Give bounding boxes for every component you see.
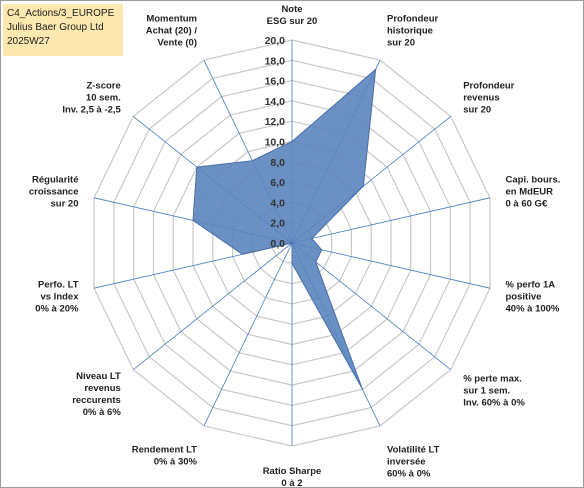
- tick-label: 6,0: [270, 177, 285, 189]
- axis-label-line: Rendement LT: [132, 444, 197, 455]
- tick-label: 0,0: [270, 238, 285, 250]
- axis-label-line: Capi. bours.: [506, 175, 561, 186]
- axis-spoke: [291, 197, 490, 244]
- axis-label-line: Ratio Sharpe: [263, 466, 322, 477]
- axis-label: Volatilité LT inversée 60% à 0%: [387, 444, 440, 479]
- tick-label: 2,0: [270, 218, 285, 230]
- axis-label: Momentum Achat (20) / Vente (0): [146, 14, 198, 49]
- axis-label-line: Volatilité LT: [387, 444, 440, 455]
- header-line-2: Julius Baer Group Ltd: [7, 22, 104, 33]
- tick-label: 4,0: [270, 197, 285, 209]
- axis-label: Note ESG sur 20: [267, 4, 318, 27]
- axis-label-line: croissance: [29, 187, 79, 198]
- axis-label: Profondeur revenus sur 20: [463, 80, 514, 115]
- axis-label: Régularité croissance sur 20: [29, 175, 79, 210]
- axis-label-line: 10 sem.: [86, 92, 121, 103]
- axis-label-line: Profondeur: [387, 14, 438, 25]
- axis-label-line: sur 20: [51, 199, 79, 210]
- tick-label: 14,0: [265, 96, 286, 108]
- series-area: [192, 67, 377, 390]
- tick-label: 10,0: [265, 137, 286, 149]
- axis-label-line: sur 20: [463, 104, 491, 115]
- axis-label-line: Inv. 60% à 0%: [463, 398, 525, 409]
- axis-label-line: sur 1 sem.: [463, 386, 510, 397]
- axis-label-line: Régularité: [32, 175, 78, 186]
- chart-header: C4_Actions/3_EUROPE Julius Baer Group Lt…: [3, 4, 123, 56]
- axis-label-line: Note: [281, 4, 302, 15]
- axis-label: Ratio Sharpe 0 à 2: [263, 466, 322, 488]
- axis-label-line: Inv. 2,5 à -2,5: [62, 104, 121, 115]
- axis-label: % perte max. sur 1 sem. Inv. 60% à 0%: [463, 374, 525, 409]
- axis-label: Rendement LT 0% à 30%: [132, 444, 198, 467]
- axis-label-line: Achat (20) /: [146, 26, 198, 37]
- axis-label-line: 0% à 30%: [154, 456, 198, 467]
- axis-spoke: [133, 242, 293, 370]
- axis-spoke: [291, 242, 490, 289]
- tick-label: 18,0: [265, 55, 286, 67]
- axis-label-line: 40% à 100%: [506, 303, 560, 314]
- axis-label-line: inversée: [387, 456, 426, 467]
- axis-label-line: Profondeur: [463, 80, 514, 91]
- tick-label: 16,0: [265, 76, 286, 88]
- axis-label-line: 0 à 60 G€: [506, 199, 548, 210]
- axis-label-line: Perfo. LT: [38, 279, 79, 290]
- axis-label-line: reccurents: [72, 395, 121, 406]
- axis-label-line: 0% à 6%: [83, 407, 122, 418]
- axis-label: Z-score 10 sem. Inv. 2,5 à -2,5: [62, 80, 121, 115]
- axis-label-line: ESG sur 20: [267, 16, 318, 27]
- header-line-3: 2025W27: [7, 36, 50, 47]
- header-line-1: C4_Actions/3_EUROPE: [7, 8, 115, 19]
- axis-label-line: Niveau LT: [76, 371, 121, 382]
- axis-label-line: sur 20: [387, 38, 415, 49]
- axis-label-layer: Note ESG sur 20 Profondeur historique sur 20…: [29, 4, 561, 488]
- axis-label-line: 60% à 0%: [387, 468, 431, 479]
- tick-label: 20,0: [265, 35, 286, 47]
- series-layer: [192, 67, 377, 390]
- axis-label-line: vs Index: [40, 291, 79, 302]
- axis-label-line: 0 à 2: [281, 478, 302, 488]
- axis-label-line: revenus: [463, 92, 499, 103]
- axis-label: Perfo. LT vs Index 0% à 20%: [35, 279, 79, 314]
- axis-spoke: [203, 242, 293, 427]
- axis-label-line: Momentum: [146, 14, 197, 25]
- axis-label-line: Z-score: [86, 80, 120, 91]
- axis-label-line: en MdEUR: [506, 187, 554, 198]
- axis-label: % perfo 1A positive 40% à 100%: [506, 279, 560, 314]
- axis-label-line: % perfo 1A: [506, 279, 556, 290]
- axis-label: Profondeur historique sur 20: [387, 14, 438, 49]
- axis-label: Capi. bours. en MdEUR 0 à 60 G€: [506, 175, 561, 210]
- tick-label: 8,0: [270, 157, 285, 169]
- axis-label-line: Vente (0): [157, 38, 197, 49]
- axis-label-line: 0% à 20%: [35, 303, 79, 314]
- tick-label: 12,0: [265, 116, 286, 128]
- axis-spoke: [291, 242, 451, 370]
- axis-label-line: positive: [506, 291, 542, 302]
- tick-layer: 0,0 2,0 4,0 6,0 8,0 10,0 12,0 14,0 16,0 18,0 20,0: [265, 35, 286, 250]
- axis-label-line: historique: [387, 26, 433, 37]
- axis-label-line: % perte max.: [463, 374, 522, 385]
- axis-label-line: revenus: [84, 383, 120, 394]
- axis-label: Niveau LT revenus reccurents 0% à 6%: [72, 371, 121, 418]
